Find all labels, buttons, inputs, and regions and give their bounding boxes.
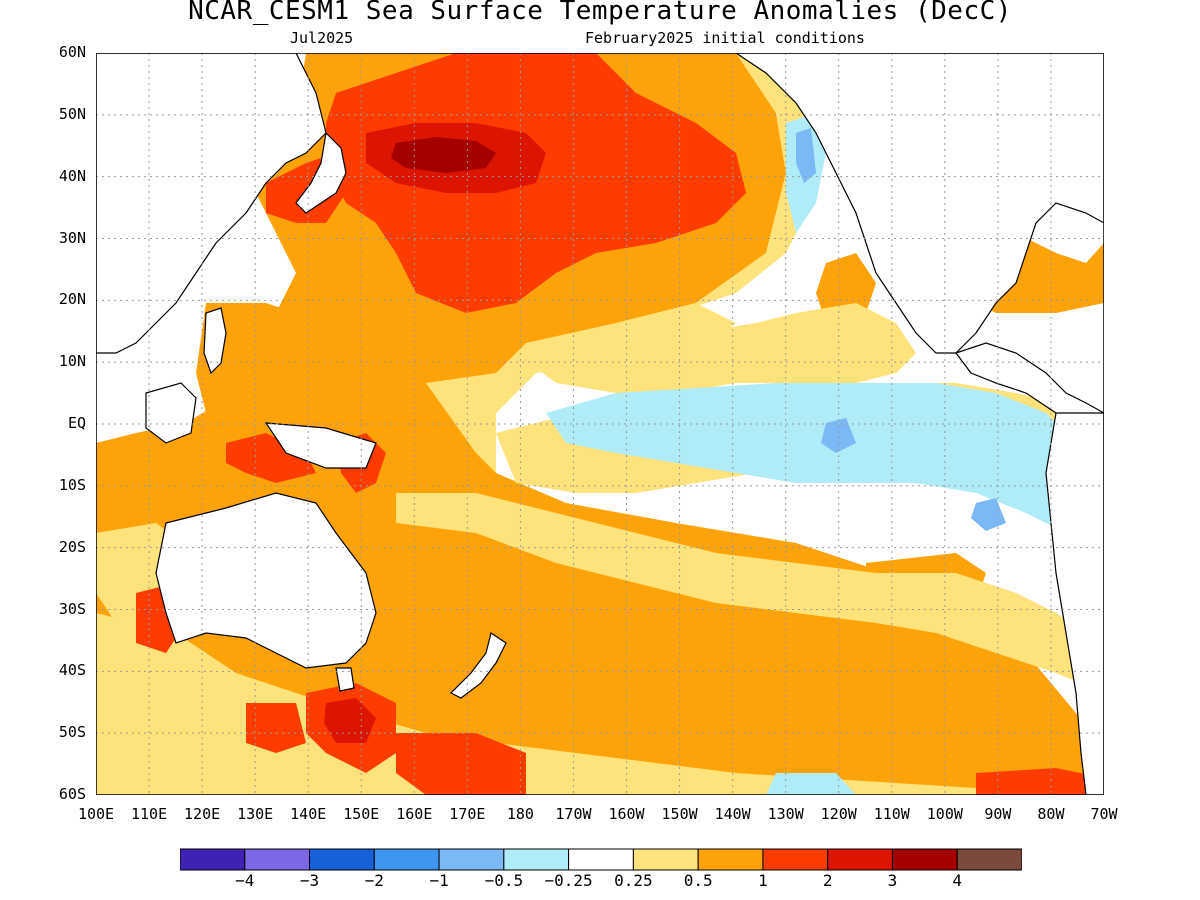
colorbar-tick-label: −0.5 bbox=[484, 871, 524, 890]
lon-tick-label: 120E bbox=[184, 805, 221, 823]
anomaly-region-cool-patch-1 bbox=[821, 418, 856, 453]
colorbar-tick-label: 0.25 bbox=[614, 871, 653, 890]
colorbar-tick-label: −4 bbox=[235, 871, 255, 890]
anomaly-region-maritime-continent-red bbox=[226, 433, 316, 483]
anomaly-region-south-east-red bbox=[976, 768, 1104, 795]
lon-tick-label: 140W bbox=[714, 805, 751, 823]
anomaly-core-north-pacific-max bbox=[391, 137, 496, 173]
anomaly-region-south-cool bbox=[766, 773, 856, 795]
lon-tick-label: 140E bbox=[290, 805, 327, 823]
anomaly-fields-cool bbox=[546, 113, 1104, 795]
lat-tick-label: 50S bbox=[58, 723, 86, 742]
land-asia bbox=[96, 53, 327, 354]
colorbar-swatch bbox=[244, 848, 311, 871]
colorbar-swatch bbox=[632, 848, 699, 871]
lat-tick-label: 30S bbox=[58, 599, 86, 618]
colorbar-swatch bbox=[503, 848, 570, 871]
land-north-america bbox=[734, 53, 1104, 354]
lon-tick-label: 170W bbox=[555, 805, 592, 823]
anomaly-fields-darkred bbox=[324, 123, 546, 743]
colorbar-swatch bbox=[373, 848, 440, 871]
lon-tick-label: 90W bbox=[984, 805, 1012, 823]
colorbar-swatch bbox=[827, 848, 893, 871]
colorbar-swatch bbox=[697, 848, 764, 871]
lat-tick-label: 40N bbox=[58, 166, 86, 185]
lon-tick-label: 70W bbox=[1090, 805, 1118, 823]
colorbar-swatch bbox=[956, 848, 1022, 871]
colorbar bbox=[180, 848, 1022, 871]
lat-tick-label: 50N bbox=[58, 104, 86, 123]
lon-tick-label: 130W bbox=[767, 805, 804, 823]
lon-tick-label: 130E bbox=[237, 805, 274, 823]
lat-tick-label: 30N bbox=[58, 228, 86, 247]
lon-tick-label: 120W bbox=[820, 805, 857, 823]
lon-tick-label: 110W bbox=[873, 805, 910, 823]
colorbar-tick-label: −3 bbox=[299, 871, 320, 890]
colorbar-swatch bbox=[568, 848, 634, 871]
land-new-zealand bbox=[449, 632, 507, 699]
lat-tick-label: 20N bbox=[58, 290, 86, 309]
colorbar-swatch bbox=[180, 848, 246, 871]
land-central-america bbox=[955, 342, 1104, 434]
anomaly-region-cool-patch-2 bbox=[971, 498, 1006, 531]
lat-tick-label: EQ bbox=[67, 414, 86, 432]
colorbar-swatch bbox=[309, 848, 375, 871]
lat-tick-label: 20S bbox=[58, 537, 86, 556]
anomaly-region-cool-patch-3 bbox=[796, 128, 816, 183]
anomaly-region-indian-red bbox=[246, 703, 306, 753]
colorbar-tick-label: 0.5 bbox=[683, 871, 713, 890]
anomaly-region-southern-red bbox=[396, 733, 526, 795]
map-gridlines bbox=[96, 53, 1104, 795]
lat-tick-label: 10S bbox=[58, 475, 86, 494]
land-australia bbox=[155, 492, 377, 669]
lon-tick-label: 170E bbox=[449, 805, 486, 823]
colorbar-swatch bbox=[438, 848, 505, 871]
colorbar-tick-label: 1 bbox=[758, 871, 768, 890]
land-borneo bbox=[145, 382, 197, 444]
lon-tick-label: 180 bbox=[506, 805, 534, 823]
land-south-america bbox=[1045, 412, 1104, 795]
lon-tick-label: 160E bbox=[396, 805, 433, 823]
colorbar-swatch bbox=[762, 848, 829, 871]
colorbar-swatch bbox=[891, 848, 958, 871]
lon-tick-label: 100W bbox=[926, 805, 963, 823]
lon-tick-label: 160W bbox=[608, 805, 645, 823]
anomaly-band-south-yellow bbox=[396, 493, 1104, 693]
lon-tick-label: 110E bbox=[130, 805, 168, 823]
anomaly-band-north-yellow bbox=[616, 53, 826, 323]
colorbar-tick-label: −0.25 bbox=[544, 871, 593, 890]
land-masses bbox=[96, 53, 1104, 795]
lat-tick-label: 60S bbox=[58, 785, 86, 803]
sst-anomaly-map bbox=[96, 53, 1104, 795]
land-philippines bbox=[203, 307, 227, 375]
lon-tick-label: 150W bbox=[661, 805, 698, 823]
lon-tick-label: 80W bbox=[1037, 805, 1065, 823]
forecast-month: Jul2025 bbox=[290, 29, 354, 47]
colorbar-tick-label: 2 bbox=[822, 871, 833, 890]
anomaly-core-tasman bbox=[324, 698, 376, 743]
lat-tick-label: 40S bbox=[58, 661, 86, 680]
colorbar-tick-label: 4 bbox=[952, 871, 963, 890]
lon-tick-label: 100E bbox=[77, 805, 115, 823]
colorbar-tick-label: −1 bbox=[429, 871, 449, 890]
colorbar-tick-label: −2 bbox=[364, 871, 384, 890]
land-tasmania bbox=[335, 667, 355, 692]
initial-conditions: February2025 initial conditions bbox=[585, 29, 865, 47]
lat-tick-label: 60N bbox=[58, 43, 86, 61]
lon-tick-label: 150E bbox=[343, 805, 380, 823]
colorbar-tick-label: 3 bbox=[887, 871, 898, 890]
anomaly-band-central-yellow bbox=[516, 303, 916, 393]
land-new-guinea bbox=[264, 422, 377, 469]
anomaly-region-equatorial-cold-tongue bbox=[546, 383, 1104, 543]
lat-tick-label: 10N bbox=[58, 352, 86, 371]
map-title: NCAR_CESM1 Sea Surface Temperature Anoma… bbox=[188, 0, 1012, 26]
